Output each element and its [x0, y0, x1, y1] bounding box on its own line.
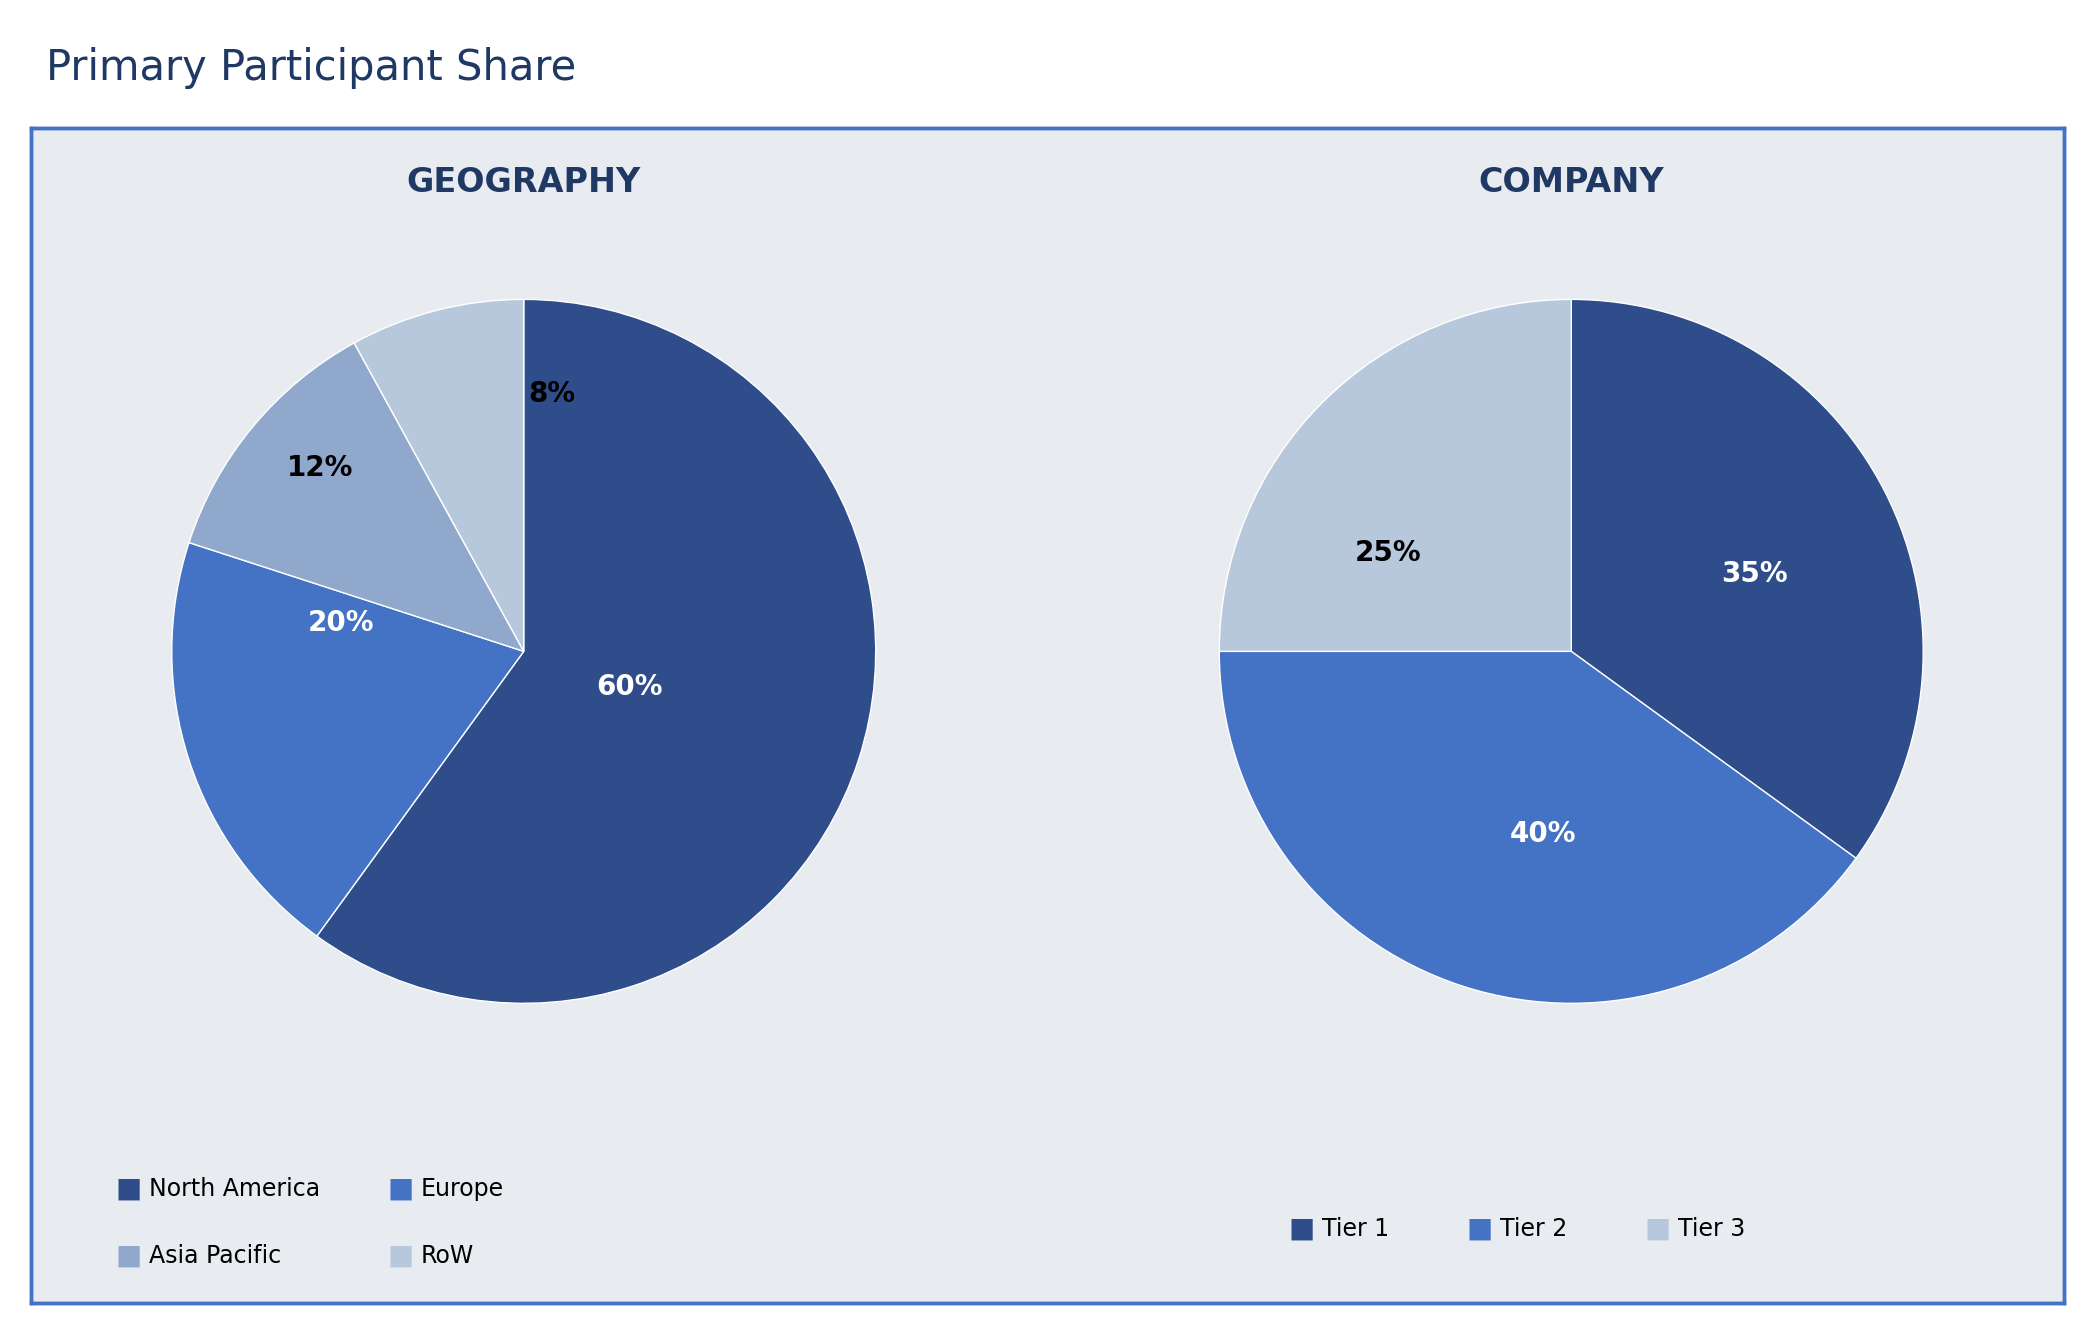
Text: Europe: Europe — [421, 1176, 505, 1201]
Text: 12%: 12% — [287, 454, 352, 482]
Text: Tier 3: Tier 3 — [1678, 1217, 1745, 1241]
Wedge shape — [189, 342, 524, 651]
Text: 8%: 8% — [528, 380, 576, 408]
Text: ■: ■ — [115, 1242, 142, 1269]
Wedge shape — [316, 299, 876, 1003]
Text: ■: ■ — [388, 1175, 415, 1202]
Text: ■: ■ — [388, 1242, 415, 1269]
Text: 40%: 40% — [1510, 821, 1575, 849]
Text: 25%: 25% — [1355, 539, 1423, 567]
Text: Tier 2: Tier 2 — [1500, 1217, 1567, 1241]
Text: ■: ■ — [115, 1175, 142, 1202]
Text: RoW: RoW — [421, 1244, 473, 1268]
Text: 20%: 20% — [308, 610, 375, 637]
Text: ■: ■ — [1645, 1215, 1672, 1242]
Wedge shape — [1219, 651, 1856, 1003]
Text: Asia Pacific: Asia Pacific — [149, 1244, 281, 1268]
Wedge shape — [1219, 299, 1571, 651]
Wedge shape — [172, 543, 524, 936]
Text: ■: ■ — [1466, 1215, 1494, 1242]
Text: ■: ■ — [1288, 1215, 1316, 1242]
Wedge shape — [1571, 299, 1923, 858]
Text: 60%: 60% — [597, 673, 662, 701]
Wedge shape — [354, 299, 524, 651]
Text: 35%: 35% — [1720, 560, 1787, 588]
Title: GEOGRAPHY: GEOGRAPHY — [406, 167, 641, 199]
Text: North America: North America — [149, 1176, 321, 1201]
Text: Primary Participant Share: Primary Participant Share — [46, 47, 576, 89]
Title: COMPANY: COMPANY — [1479, 167, 1663, 199]
Text: Tier 1: Tier 1 — [1322, 1217, 1389, 1241]
